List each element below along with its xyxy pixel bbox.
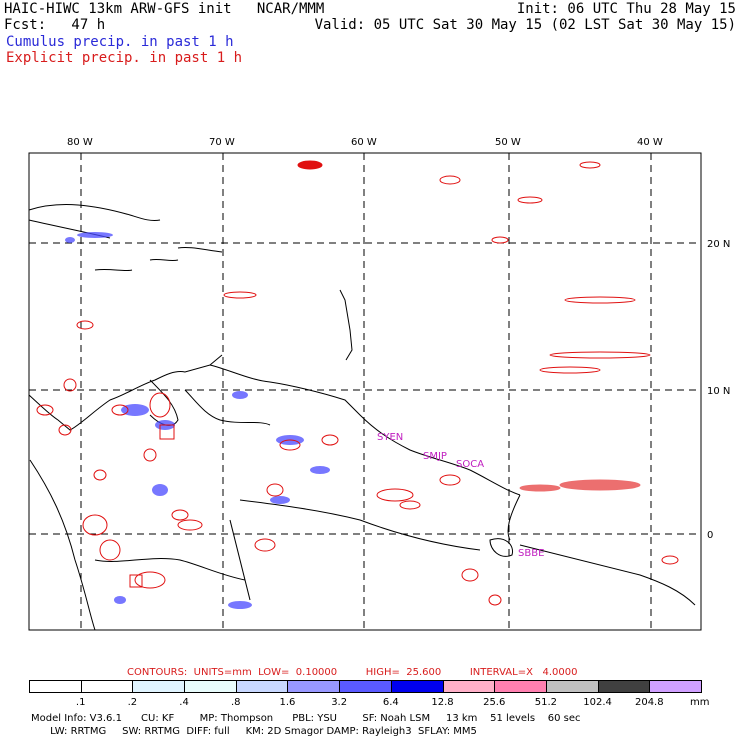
colorbar-swatch [80, 680, 134, 693]
lon-label: 70 W [209, 137, 235, 148]
lon-label: 60 W [351, 137, 377, 148]
colorbar-level: .8 [230, 697, 241, 708]
init-time: Init: 06 UTC Thu 28 May 15 [516, 1, 736, 17]
lon-label: 40 W [637, 137, 663, 148]
valid-time: Valid: 05 UTC Sat 30 May 15 (02 LST Sat … [314, 17, 736, 33]
colorbar-unit: mm [690, 697, 710, 708]
cumulus-precip-label: Cumulus precip. in past 1 h [6, 34, 234, 50]
colorbar-swatch [597, 680, 651, 693]
station-label: SMJP [423, 451, 447, 462]
lon-labels: 80 W 70 W 60 W 50 W 40 W [67, 137, 663, 148]
colorbar-level: 102.4 [583, 697, 612, 708]
station-label: SYEN [377, 432, 403, 443]
colorbar-level: 3.2 [331, 697, 348, 708]
colorbar-level: 6.4 [382, 697, 399, 708]
station-label: SOCA [456, 459, 484, 470]
colorbar-swatch [287, 680, 341, 693]
lat-label: 0 [707, 530, 713, 541]
colorbar-swatch [235, 680, 289, 693]
colorbar-swatch [494, 680, 547, 693]
colorbar-swatch [545, 680, 599, 693]
colorbar-level: 12.8 [431, 697, 454, 708]
colorbar-swatch [132, 680, 186, 693]
contour-info: CONTOURS: UNITS=mm LOW= 0.10000 HIGH= 25… [127, 667, 578, 678]
graticule [29, 153, 701, 630]
coastlines [28, 204, 696, 631]
lon-label: 80 W [67, 137, 93, 148]
map-frame [28, 152, 702, 631]
lat-label: 20 N [707, 239, 730, 250]
colorbar-level: 1.6 [279, 697, 296, 708]
colorbar-swatch [339, 680, 392, 693]
forecast-hour: Fcst: 47 h [4, 17, 106, 33]
colorbar-swatch [649, 680, 702, 693]
colorbar-level: 204.8 [634, 697, 664, 708]
lat-label: 10 N [707, 386, 730, 397]
colorbar-swatch [442, 680, 496, 693]
station-markers: SYEN SMJP SOCA SBBE [377, 432, 544, 559]
model-info-line2: LW: RRTMG SW: RRTMG DIFF: full KM: 2D Sm… [31, 726, 477, 737]
explicit-precip-label: Explicit precip. in past 1 h [6, 50, 243, 66]
colorbar-swatch [184, 680, 237, 693]
colorbar-swatch [29, 680, 82, 693]
model-title: HAIC-HIWC 13km ARW-GFS init NCAR/MMM [4, 1, 325, 17]
lat-labels: 20 N 10 N 0 [707, 239, 730, 541]
colorbar-swatch [390, 680, 444, 693]
colorbar-level: .2 [127, 697, 138, 708]
model-info-line1: Model Info: V3.6.1 CU: KF MP: Thompson P… [31, 713, 581, 724]
colorbar-level: 25.6 [483, 697, 506, 708]
colorbar-level: .4 [179, 697, 189, 708]
colorbar-level: .1 [75, 697, 86, 708]
station-label: SBBE [518, 548, 544, 559]
explicit-precip-areas [36, 160, 679, 606]
colorbar-level: 51.2 [534, 697, 558, 708]
lon-label: 50 W [495, 137, 521, 148]
